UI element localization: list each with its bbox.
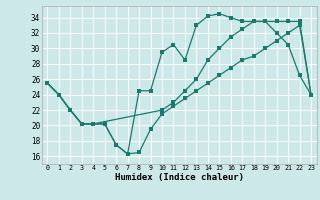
X-axis label: Humidex (Indice chaleur): Humidex (Indice chaleur) — [115, 173, 244, 182]
